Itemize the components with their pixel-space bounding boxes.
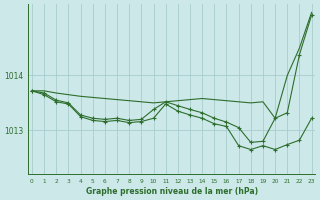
X-axis label: Graphe pression niveau de la mer (hPa): Graphe pression niveau de la mer (hPa) (86, 187, 258, 196)
